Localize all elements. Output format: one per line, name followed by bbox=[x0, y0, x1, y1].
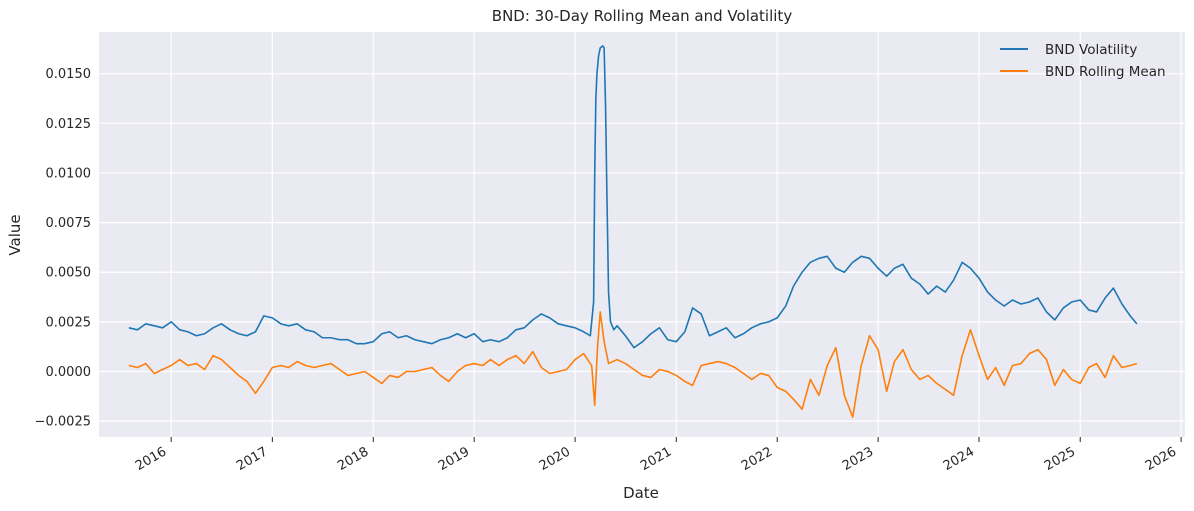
x-tick-label: 2021 bbox=[638, 444, 674, 474]
x-tick-label: 2023 bbox=[840, 444, 876, 474]
plot-background bbox=[99, 32, 1185, 437]
series-line-0 bbox=[128, 45, 1138, 349]
y-tick-label: 0.0100 bbox=[46, 166, 92, 181]
x-tick-label: 2019 bbox=[436, 444, 472, 474]
x-axis-label: Date bbox=[623, 484, 659, 502]
y-tick-label: 0.0025 bbox=[46, 315, 92, 330]
chart-title: BND: 30-Day Rolling Mean and Volatility bbox=[492, 7, 793, 25]
x-tick-label: 2018 bbox=[335, 444, 371, 474]
x-tick-label: 2020 bbox=[537, 444, 573, 474]
x-tick-label: 2016 bbox=[133, 444, 169, 474]
y-tick-label: 0.0075 bbox=[46, 216, 92, 231]
x-tick-label: 2026 bbox=[1143, 444, 1179, 474]
x-tick-label: 2024 bbox=[941, 444, 977, 474]
grid-lines bbox=[99, 32, 1185, 437]
series-line-1 bbox=[128, 311, 1138, 418]
y-tick-label: −0.0025 bbox=[35, 415, 91, 430]
y-tick-label: 0.0125 bbox=[46, 117, 92, 132]
y-tick-label: 0.0000 bbox=[46, 365, 92, 380]
y-axis-label: Value bbox=[6, 214, 24, 255]
x-tick-label: 2022 bbox=[739, 444, 775, 474]
legend-label-volatility: BND Volatility bbox=[1045, 42, 1137, 58]
legend-label-rolling-mean: BND Rolling Mean bbox=[1045, 64, 1166, 80]
series-layer bbox=[128, 45, 1138, 418]
y-tick-label: 0.0050 bbox=[46, 266, 92, 281]
legend: BND Volatility BND Rolling Mean bbox=[1000, 42, 1166, 80]
x-tick-label: 2017 bbox=[234, 444, 270, 474]
x-tick-label: 2025 bbox=[1042, 444, 1078, 474]
y-tick-label: 0.0150 bbox=[46, 67, 92, 82]
